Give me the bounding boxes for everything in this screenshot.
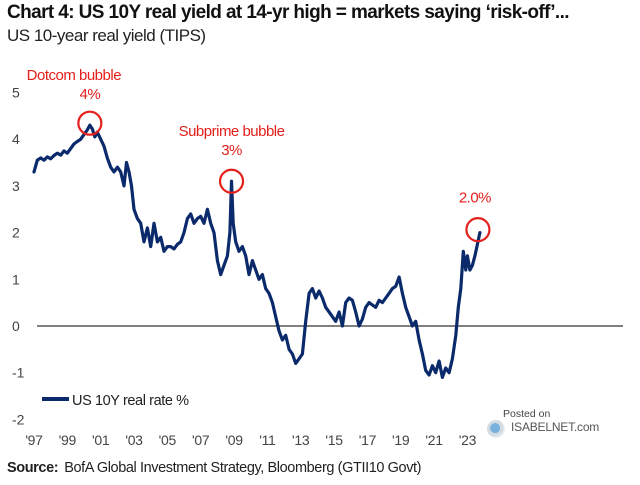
- annotation-label: Dotcom bubble: [27, 67, 122, 84]
- x-tick-label: '23: [459, 432, 477, 448]
- y-tick-label: 0: [12, 318, 20, 334]
- source-label: Source:: [7, 460, 59, 476]
- line-chart: 5 4 3 2 1 0 -1 -2 '97 '99 '01 '03 '05 '07 '09 '11 '13 '1…: [12, 67, 623, 448]
- y-tick-label: 1: [12, 271, 20, 287]
- annotation-circle: [77, 110, 103, 136]
- x-tick-label: '99: [59, 432, 77, 448]
- series-layer: [32, 123, 482, 379]
- watermark-site: ISABELNET.com: [511, 420, 600, 434]
- annotation-label: Subprime bubble: [179, 123, 285, 140]
- y-tick-label: -2: [12, 411, 25, 427]
- x-tick-label: '09: [225, 432, 243, 448]
- isabelnet-logo-icon: [487, 420, 505, 438]
- annotation-value: 4%: [80, 86, 101, 103]
- x-tick-label: '15: [325, 432, 343, 448]
- chart-title: Chart 4: US 10Y real yield at 14-yr high…: [7, 2, 570, 23]
- y-tick-label: -1: [12, 365, 25, 381]
- x-tick-label: '01: [92, 432, 110, 448]
- x-tick-label: '05: [159, 432, 177, 448]
- source-note: Source: BofA Global Investment Strategy, …: [7, 460, 422, 476]
- y-tick-label: 3: [12, 178, 20, 194]
- legend: US 10Y real rate %: [42, 393, 190, 409]
- x-tick-label: '03: [125, 432, 143, 448]
- x-tick-label: '21: [425, 432, 443, 448]
- legend-label: US 10Y real rate %: [72, 393, 189, 409]
- y-tick-label: 5: [12, 85, 20, 101]
- chart-subtitle: US 10-year real yield (TIPS): [7, 26, 206, 45]
- x-tick-label: '19: [392, 432, 410, 448]
- y-tick-label: 4: [12, 131, 20, 147]
- series-line-us-10y-real-rate: [32, 123, 482, 379]
- watermark: Posted on ISABELNET.com: [487, 408, 617, 444]
- x-tick-label: '11: [259, 432, 276, 448]
- source-text: BofA Global Investment Strategy, Bloombe…: [64, 460, 422, 476]
- annotation-value: 2.0%: [459, 190, 491, 207]
- x-axis-ticks: '97 '99 '01 '03 '05 '07 '09 '11 '13 '15 '17 '19 '21 '…: [25, 432, 477, 448]
- watermark-posted: Posted on: [503, 408, 551, 420]
- annotation-circle: [465, 217, 491, 243]
- x-tick-label: '97: [25, 432, 43, 448]
- x-tick-label: '07: [192, 432, 210, 448]
- x-tick-label: '17: [359, 432, 377, 448]
- y-tick-label: 2: [12, 225, 20, 241]
- annotation-circle: [218, 168, 245, 194]
- annotation-layer: Dotcom bubble 4% Subprime bubble 3% 2.0%: [27, 67, 492, 243]
- x-tick-label: '13: [292, 432, 310, 448]
- annotation-value: 3%: [221, 142, 242, 159]
- y-axis-ticks: 5 4 3 2 1 0 -1 -2: [12, 85, 25, 428]
